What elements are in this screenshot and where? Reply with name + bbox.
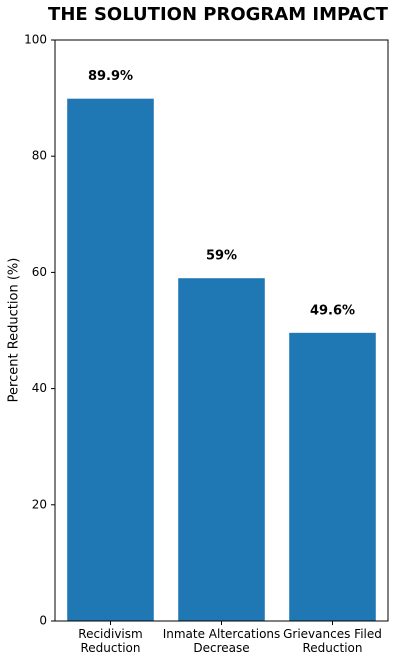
y-tick-label: 80 — [32, 149, 47, 163]
y-tick-label: 0 — [39, 614, 47, 628]
x-tick-label: Grievances Filed Reduction — [283, 627, 382, 655]
value-label: 59% — [206, 249, 237, 264]
bar — [289, 332, 376, 621]
y-tick-label: 40 — [32, 381, 47, 395]
plot-frame — [54, 39, 389, 622]
chart-title: THE SOLUTION PROGRAM IMPACT — [48, 4, 389, 25]
x-tick-label: Recidivism Reduction — [78, 627, 142, 655]
bar — [178, 278, 265, 621]
y-tick-label: 60 — [32, 265, 47, 279]
bar — [67, 98, 154, 621]
value-label: 89.9% — [88, 69, 133, 84]
y-tick-label: 20 — [32, 497, 47, 511]
value-label: 49.6% — [310, 303, 355, 318]
y-axis-label: Percent Reduction (%) — [7, 258, 22, 403]
y-tick-label: 100 — [24, 33, 47, 47]
x-tick-label: Inmate Altercations Decrease — [163, 627, 281, 655]
